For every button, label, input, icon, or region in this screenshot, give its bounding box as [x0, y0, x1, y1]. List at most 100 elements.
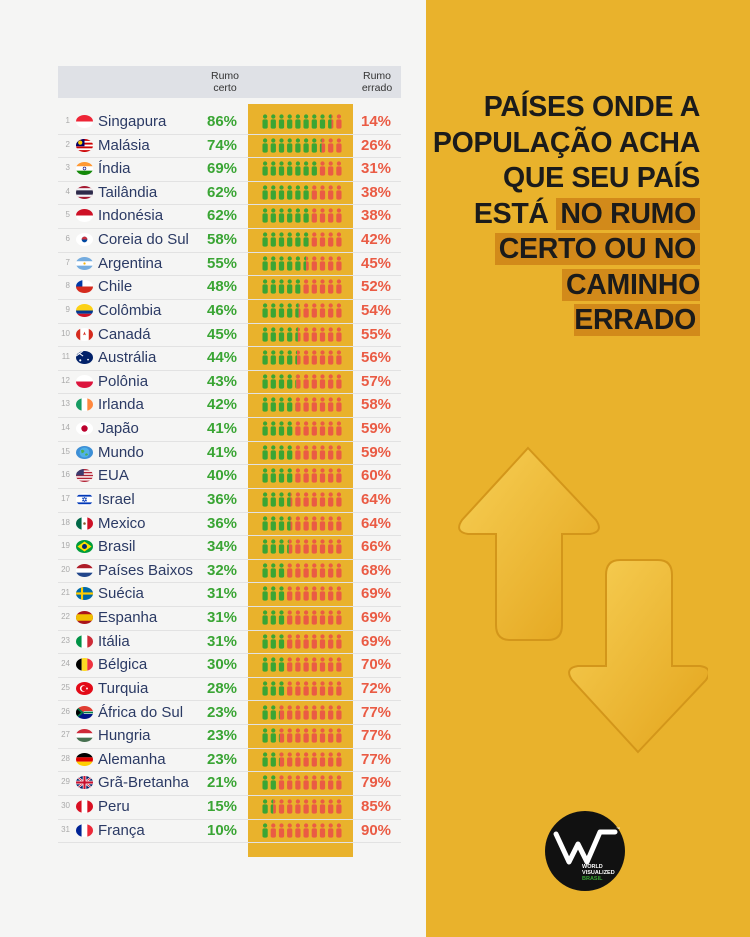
country-name: Mexico	[98, 514, 146, 532]
country-name: África do Sul	[98, 703, 184, 721]
right-direction-value: 23%	[207, 703, 238, 721]
flag-pe-icon	[76, 799, 93, 813]
table-row: 22 Espanha 31% 69%	[58, 606, 401, 631]
wrong-direction-value: 64%	[361, 490, 392, 508]
people-bar	[262, 232, 342, 247]
right-direction-value: 55%	[207, 254, 238, 272]
right-direction-value: 36%	[207, 490, 238, 508]
rank-number: 23	[61, 635, 70, 645]
flag-de-icon	[76, 752, 93, 766]
rank-number: 12	[61, 375, 70, 385]
people-bar	[262, 468, 342, 483]
table-row: 12 Polônia 43% 57%	[58, 370, 401, 395]
people-bar	[262, 185, 342, 200]
flag-ar-icon	[76, 256, 93, 270]
right-direction-value: 69%	[207, 160, 238, 178]
rank-number: 27	[61, 730, 70, 740]
country-name: Itália	[98, 632, 130, 650]
people-bar	[262, 303, 342, 318]
wrong-direction-value: 45%	[361, 254, 392, 272]
table-row: 7 Argentina 55% 45%	[58, 252, 401, 277]
people-bar	[262, 610, 342, 625]
arrow-up-icon	[458, 446, 600, 641]
country-name: Indonésia	[98, 207, 164, 225]
flag-kr-icon	[76, 233, 93, 247]
table-row: 11 Austrália 44% 56%	[58, 346, 401, 371]
rank-number: 18	[61, 517, 70, 527]
flag-it-icon	[76, 634, 93, 648]
table-row: 8 Chile 48% 52%	[58, 275, 401, 300]
wrong-direction-value: 59%	[361, 443, 392, 461]
country-name: Tailândia	[98, 183, 158, 201]
country-name: Israel	[98, 490, 135, 508]
logo-text-2: VISUALIZED	[582, 870, 615, 876]
logo-text-1: WORLD	[582, 864, 603, 870]
wrong-direction-value: 70%	[361, 656, 392, 674]
rank-number: 30	[61, 800, 70, 810]
people-bar	[262, 279, 342, 294]
right-direction-value: 34%	[207, 538, 238, 556]
right-direction-value: 44%	[207, 349, 238, 367]
page-title: PAÍSES ONDE A POPULAÇÃO ACHA QUE SEU PAÍ…	[430, 90, 700, 339]
header-wrong-direction: Rumo errado	[361, 70, 393, 94]
flag-br-icon	[76, 540, 93, 554]
flag-co-icon	[76, 303, 93, 317]
rank-number: 6	[65, 234, 70, 244]
right-direction-value: 41%	[207, 443, 238, 461]
country-name: Chile	[98, 278, 133, 296]
people-bar	[262, 137, 342, 153]
title-highlight-3: CAMINHO ERRADO	[561, 268, 700, 336]
wrong-direction-value: 77%	[361, 703, 392, 721]
country-name: Canadá	[98, 325, 151, 343]
table-row: 27 Hungria 23% 77%	[58, 724, 401, 749]
title-line-4: ESTÁ	[473, 197, 557, 230]
wrong-direction-value: 64%	[361, 514, 392, 532]
right-direction-value: 31%	[207, 585, 238, 603]
rank-number: 24	[61, 659, 70, 669]
people-bar	[262, 633, 342, 649]
people-bar	[262, 586, 342, 601]
country-name: Bélgica	[98, 656, 148, 674]
table-row: 31 França 10% 90%	[58, 819, 401, 844]
wrong-direction-value: 54%	[361, 301, 392, 319]
right-direction-value: 58%	[207, 231, 238, 249]
table-row: 20 Países Baixos 32% 68%	[58, 559, 401, 584]
right-direction-value: 62%	[207, 183, 238, 201]
people-bar	[262, 563, 342, 578]
flag-il-icon	[76, 492, 93, 506]
table-row: 14 Japão 41% 59%	[58, 417, 401, 442]
country-name: EUA	[98, 467, 129, 485]
flag-za-icon	[76, 705, 93, 719]
people-bar	[262, 822, 342, 838]
wrong-direction-value: 52%	[361, 278, 392, 296]
rank-number: 25	[61, 682, 70, 692]
table-row: 17 Israel 36% 64%	[58, 488, 401, 513]
wrong-direction-value: 69%	[361, 585, 392, 603]
people-bar	[262, 208, 342, 224]
rank-number: 1	[65, 116, 70, 125]
flag-us-icon	[76, 469, 93, 483]
right-direction-value: 31%	[207, 632, 238, 650]
people-bar	[262, 515, 342, 531]
right-direction-value: 45%	[207, 325, 238, 343]
table-row: 23 Itália 31% 69%	[58, 630, 401, 655]
wrong-direction-value: 77%	[361, 727, 392, 745]
wrong-direction-value: 58%	[361, 396, 392, 414]
country-name: Turquia	[98, 679, 149, 697]
table-row: 2 Malásia 74% 26%	[58, 134, 401, 159]
right-direction-value: 15%	[207, 797, 238, 815]
country-name: Coreia do Sul	[98, 231, 189, 249]
flag-hu-icon	[76, 729, 93, 743]
wrong-direction-value: 55%	[361, 325, 392, 343]
wrong-direction-value: 26%	[361, 136, 392, 154]
rank-number: 31	[61, 824, 70, 834]
table-row: 30 Peru 15% 85%	[58, 795, 401, 820]
right-direction-value: 62%	[207, 207, 238, 225]
people-bar	[262, 775, 342, 790]
country-name: Argentina	[98, 254, 163, 272]
rank-number: 4	[65, 186, 70, 196]
flag-ca-icon	[76, 327, 93, 341]
right-direction-value: 30%	[207, 656, 238, 674]
people-bar	[262, 350, 342, 365]
right-direction-value: 23%	[207, 727, 238, 745]
